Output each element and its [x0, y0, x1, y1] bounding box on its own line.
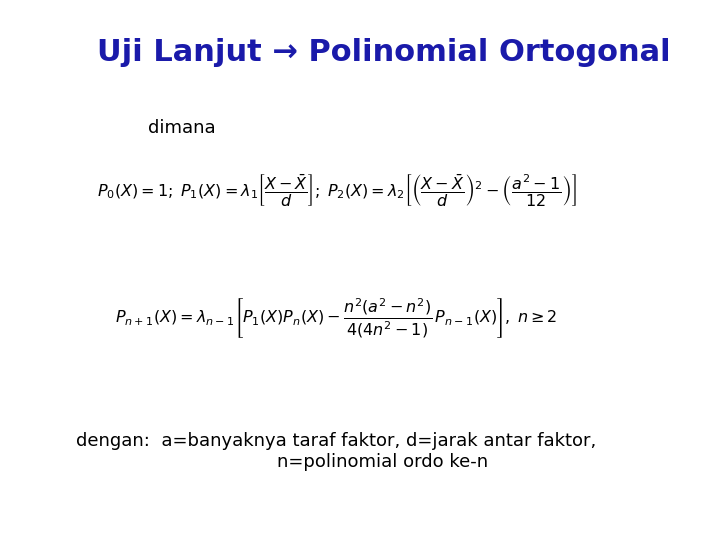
Text: Uji Lanjut → Polinomial Ortogonal: Uji Lanjut → Polinomial Ortogonal — [97, 38, 670, 67]
Text: $P_{n+1}(X) = \lambda_{n-1}\left[P_1(X)P_n(X) - \dfrac{n^2(a^2 - n^2)}{4(4n^2 - : $P_{n+1}(X) = \lambda_{n-1}\left[P_1(X)P… — [115, 297, 558, 341]
Text: $P_0(X) = 1;\; P_1(X) = \lambda_1 \left[\dfrac{X - \bar{X}}{d}\right];\; P_2(X) : $P_0(X) = 1;\; P_1(X) = \lambda_1 \left[… — [96, 173, 577, 209]
Text: dengan:  a=banyaknya taraf faktor, d=jarak antar faktor,
                n=polin: dengan: a=banyaknya taraf faktor, d=jara… — [76, 432, 597, 471]
Text: dimana: dimana — [148, 119, 216, 137]
